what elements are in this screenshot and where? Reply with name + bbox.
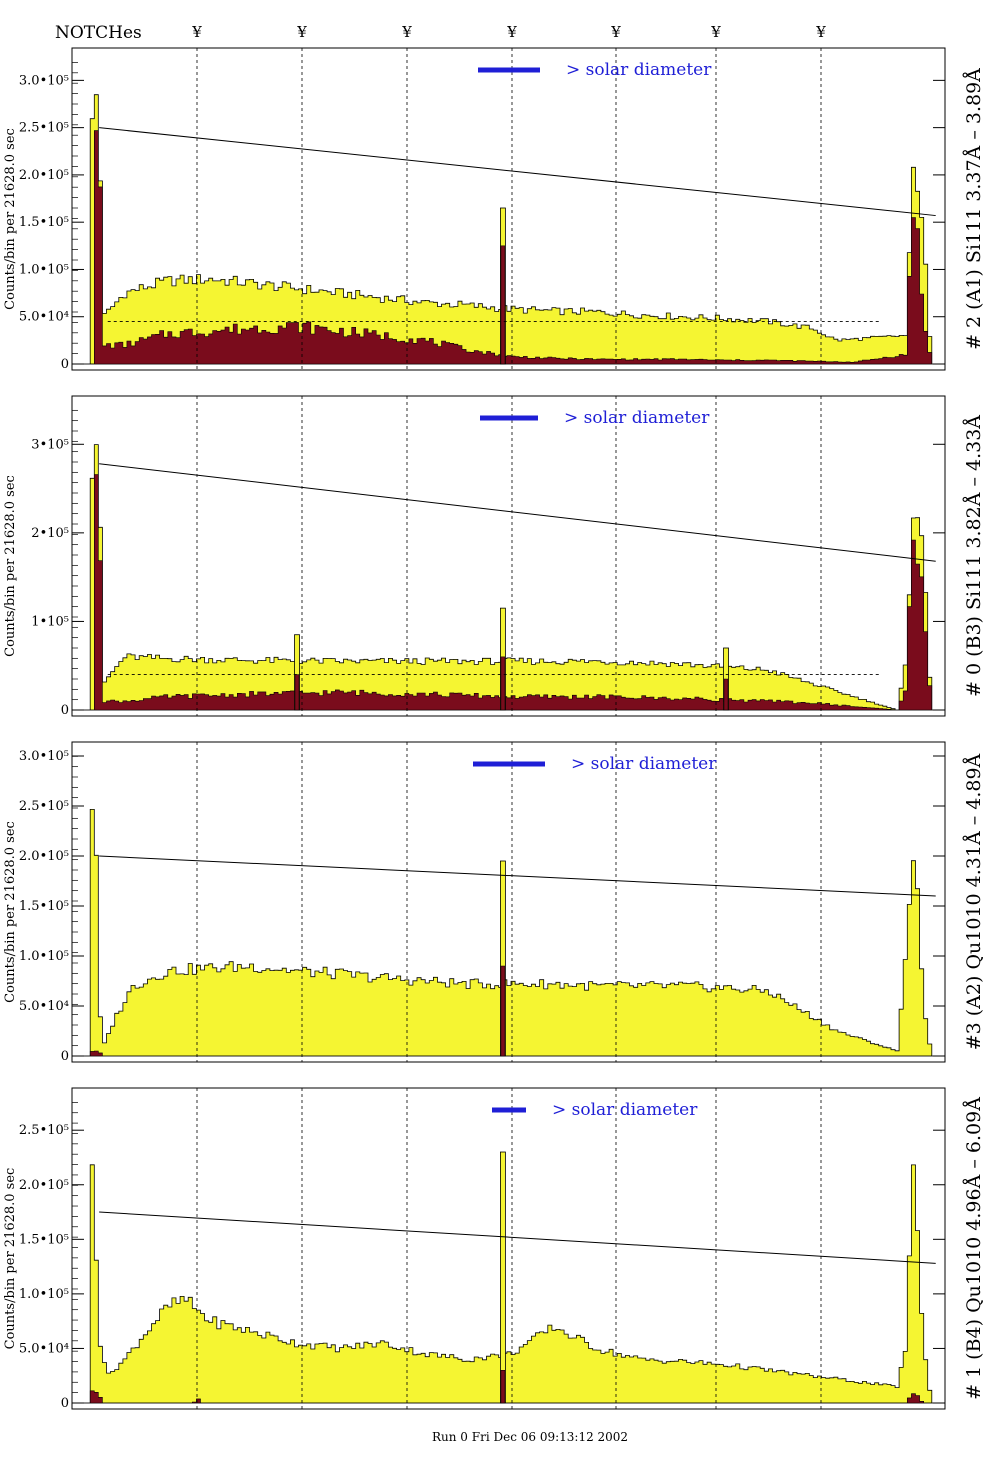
spike-bar-red <box>500 1370 506 1404</box>
spike-bar-red <box>500 245 506 365</box>
legend-label: > solar diameter <box>571 754 717 774</box>
y-axis-label: Counts/bin per 21628.0 sec <box>3 128 18 310</box>
panel-3: 0 5.0•10⁴ 1.0•10⁵ 1.5•10⁵ 2.0•10⁵ 2.5•10⁵ Coun… <box>3 1087 985 1411</box>
notch-symbol: ¥ <box>191 23 202 41</box>
panel-1: 0 1•10⁵ 2•10⁵ 3•10⁵ Counts/bin per 21628.0 s… <box>3 395 985 718</box>
trend-line <box>99 1211 936 1264</box>
panel-label: # 2 (A1) Si111 3.37Å – 3.89Å <box>963 68 985 350</box>
y-axis-label: Counts/bin per 21628.0 sec <box>3 1168 18 1350</box>
y-tick-label: 2.0•10⁵ <box>19 1178 69 1193</box>
spike-bar-red <box>294 674 300 711</box>
panel-label: #3 (A2) Qu1010 4.31Å – 4.89Å <box>963 753 985 1050</box>
red-histogram-series <box>82 474 940 711</box>
trend-line <box>99 127 936 217</box>
y-tick-label: 5.0•10⁴ <box>19 310 69 325</box>
y-tick-label: 2.0•10⁵ <box>19 849 69 864</box>
y-tick-label: 1.5•10⁵ <box>19 215 69 230</box>
red-histogram-series <box>82 130 940 365</box>
legend-label: > solar diameter <box>564 408 710 428</box>
y-axis-label: Counts/bin per 21628.0 sec <box>3 821 18 1003</box>
y-tick-label: 1.0•10⁵ <box>19 1287 69 1302</box>
y-tick-label: 2.5•10⁵ <box>19 1123 69 1138</box>
y-tick-label: 5.0•10⁴ <box>19 999 69 1014</box>
notch-markers: ¥ ¥ ¥ ¥ ¥ ¥ ¥ <box>191 23 826 41</box>
legend-label: > solar diameter <box>566 60 712 80</box>
y-tick-label: 2.0•10⁵ <box>19 168 69 183</box>
y-axis-label: Counts/bin per 21628.0 sec <box>3 475 18 657</box>
y-tick-label: 2•10⁵ <box>31 526 69 541</box>
notch-symbol: ¥ <box>610 23 621 41</box>
panel-frame <box>71 47 946 371</box>
yellow-histogram-series <box>82 809 940 1057</box>
y-tick-label: 1.5•10⁵ <box>19 1232 69 1247</box>
notch-symbol: ¥ <box>506 23 517 41</box>
y-tick-label: 0 <box>61 357 69 372</box>
y-tick-label: 2.5•10⁵ <box>19 121 69 136</box>
yellow-histogram-series <box>82 94 940 365</box>
chart-panels: 0 5.0•10⁴ 1.0•10⁵ 1.5•10⁵ 2.0•10⁵ 2.5•10⁵ 3.0•… <box>3 47 985 1411</box>
y-tick-label: 1.0•10⁵ <box>19 262 69 277</box>
spike-bar-red <box>500 965 506 1057</box>
notch-symbol: ¥ <box>296 23 307 41</box>
y-tick-label: 5.0•10⁴ <box>19 1341 69 1356</box>
notch-symbol: ¥ <box>401 23 412 41</box>
y-tick-label: 1.0•10⁵ <box>19 949 69 964</box>
y-tick-label: 1•10⁵ <box>31 614 69 629</box>
y-tick-label: 0 <box>61 1049 69 1064</box>
y-tick-label: 3.0•10⁵ <box>19 749 69 764</box>
yellow-histogram-series <box>82 444 940 711</box>
trend-line <box>99 855 936 897</box>
panel-0: 0 5.0•10⁴ 1.0•10⁵ 1.5•10⁵ 2.0•10⁵ 2.5•10⁵ 3.0•… <box>3 47 985 372</box>
spike-bar-yellow <box>500 1151 506 1404</box>
y-tick-label: 3.0•10⁵ <box>19 73 69 88</box>
panel-frame <box>71 395 946 717</box>
y-tick-label: 0 <box>61 1396 69 1411</box>
panel-frame <box>71 1087 946 1410</box>
notch-symbol: ¥ <box>710 23 721 41</box>
red-histogram-series <box>82 1390 940 1404</box>
panel-label: # 1 (B4) Qu1010 4.96Å – 6.09Å <box>963 1097 985 1400</box>
notch-symbol: ¥ <box>815 23 826 41</box>
y-tick-label: 2.5•10⁵ <box>19 799 69 814</box>
y-tick-label: 3•10⁵ <box>31 437 69 452</box>
footer-timestamp: Run 0 Fri Dec 06 09:13:12 2002 <box>432 1430 628 1444</box>
notches-title: NOTCHes <box>55 23 142 43</box>
panel-frame <box>71 741 946 1063</box>
spike-bar-red <box>723 678 729 711</box>
yellow-histogram-series <box>82 1164 940 1404</box>
y-tick-label: 1.5•10⁵ <box>19 899 69 914</box>
panel-2: 0 5.0•10⁴ 1.0•10⁵ 1.5•10⁵ 2.0•10⁵ 2.5•10⁵ 3.0•… <box>3 741 985 1064</box>
legend-label: > solar diameter <box>552 1100 698 1120</box>
trend-line <box>99 463 936 562</box>
panel-label: # 0 (B3) Si111 3.82Å – 4.33Å <box>963 415 985 697</box>
y-tick-label: 0 <box>61 703 69 718</box>
spike-bar-red <box>500 656 506 711</box>
